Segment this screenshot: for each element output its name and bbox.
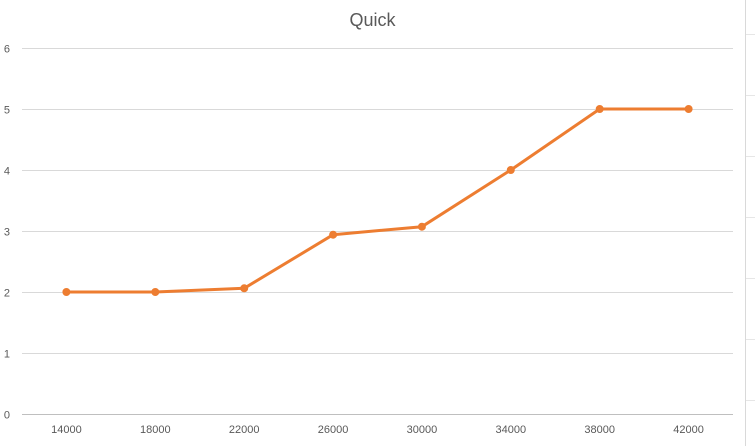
data-point [684,105,693,113]
data-point [240,284,249,293]
data-point [595,105,604,113]
x-tick-label: 38000 [584,424,615,436]
data-point [62,288,71,296]
right-edge-panel [745,0,755,446]
right-edge-gridline [746,95,755,96]
data-point [151,288,160,296]
x-tick-label: 22000 [229,424,260,436]
right-edge-gridline [746,156,755,157]
y-tick-label: 0 [4,410,10,422]
right-edge-gridline [746,217,755,218]
right-edge-gridline [746,34,755,35]
chart-title: Quick [349,10,396,30]
x-tick-label: 34000 [496,424,527,436]
right-edge-gridline [746,278,755,279]
y-tick-label: 5 [4,105,10,117]
data-point [506,166,515,174]
data-point [329,230,338,239]
x-tick-label: 30000 [407,424,438,436]
y-tick-label: 3 [4,227,10,239]
right-edge-gridline [746,400,755,401]
y-tick-label: 4 [4,166,10,178]
x-tick-label: 14000 [51,424,82,436]
x-tick-label: 26000 [318,424,349,436]
series-line [64,107,691,294]
x-tick-label: 42000 [673,424,704,436]
y-tick-label: 2 [4,288,10,300]
data-point [417,222,426,231]
x-tick-label: 18000 [140,424,171,436]
y-tick-label: 1 [4,349,10,361]
y-tick-label: 6 [4,44,10,56]
right-edge-gridline [746,339,755,340]
